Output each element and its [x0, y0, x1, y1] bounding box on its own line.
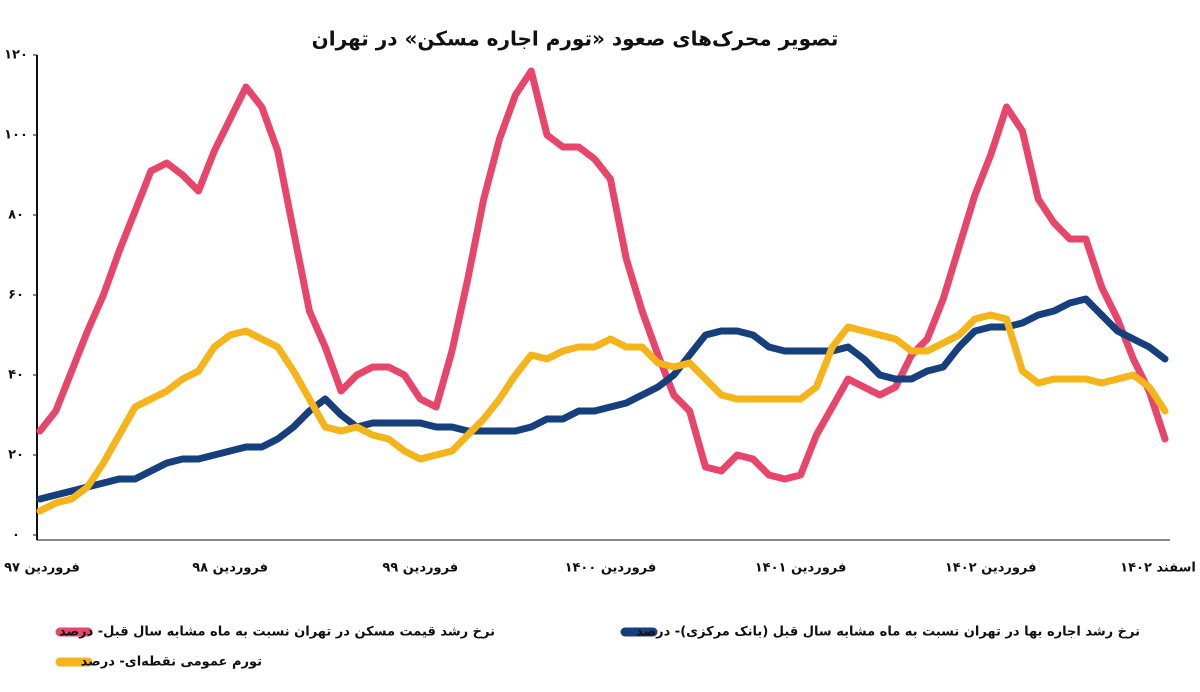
- y-tick-label: ۲۰: [8, 448, 24, 463]
- legend-label: نرخ رشد قیمت مسکن در تهران نسبت به ماه م…: [59, 625, 495, 640]
- y-tick-label: ۶۰: [8, 288, 24, 303]
- series-line: [36, 311, 1169, 515]
- y-tick-label: ۱۲۰: [4, 48, 28, 63]
- x-tick-label: فروردین ۱۴۰۰: [565, 561, 657, 576]
- legend-label: نرخ رشد اجاره بها در تهران نسبت به ماه م…: [636, 625, 1140, 640]
- legend-label: تورم عمومی نقطه‌ای- درصد: [81, 655, 262, 670]
- series-line: [36, 67, 1169, 483]
- chart-title: تصویر محرک‌های صعود «تورم اجاره مسکن» در…: [312, 27, 839, 51]
- series-line: [36, 295, 1169, 503]
- y-tick-label: ۴۰: [8, 368, 24, 383]
- x-tick-label: فروردین ۹۹: [382, 561, 458, 576]
- y-tick-label: ۸۰: [8, 208, 24, 223]
- y-tick-label: ۰: [12, 528, 20, 543]
- x-tick-label: فروردین ۱۴۰۲: [945, 561, 1037, 576]
- y-tick-label: ۱۰۰: [4, 128, 28, 143]
- x-tick-label: فروردین ۹۷: [4, 561, 80, 576]
- x-tick-label: فروردین ۱۴۰۱: [755, 561, 847, 576]
- x-tick-label: اسفند ۱۴۰۲: [1120, 561, 1196, 576]
- x-tick-label: فروردین ۹۸: [192, 561, 268, 576]
